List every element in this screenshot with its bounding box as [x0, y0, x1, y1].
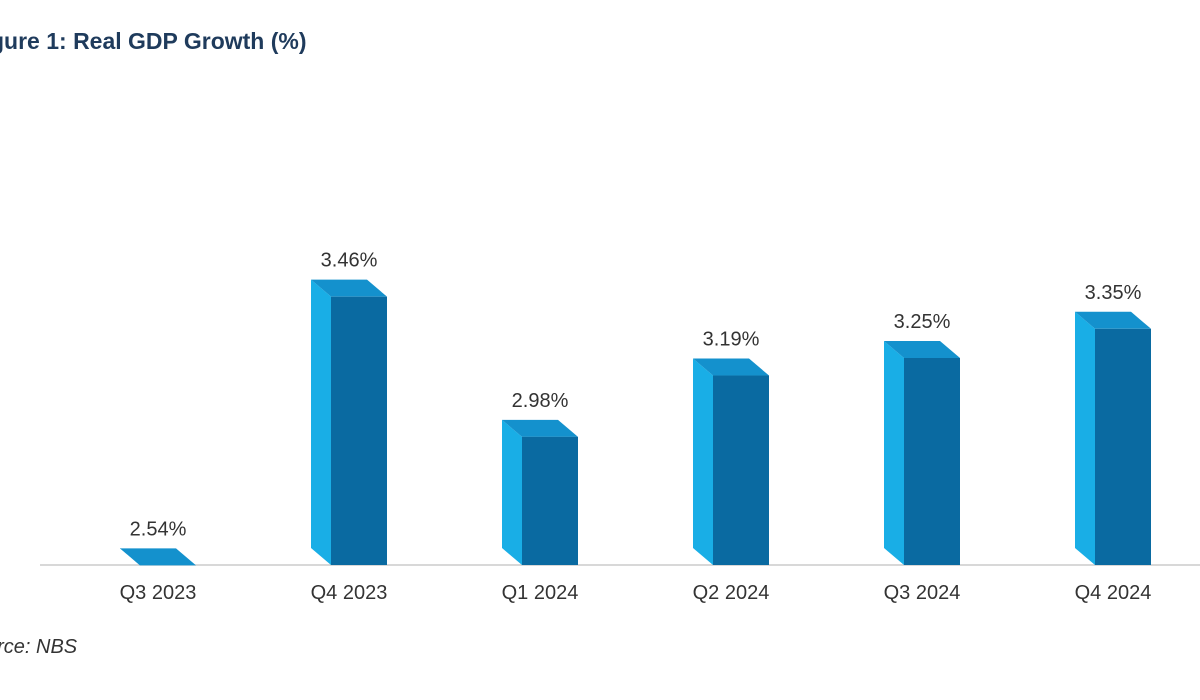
bar-q2-2024 — [693, 358, 769, 565]
x-tick-label: Q3 2023 — [120, 582, 197, 604]
x-tick-label: Q3 2024 — [884, 582, 961, 604]
tick-labels-group: Q3 2023 Q4 2023 Q1 2024 Q2 2024 Q3 2024 Q4 20… — [120, 582, 1152, 604]
source-note: urce: NBS — [0, 636, 78, 658]
value-label: 2.98% — [512, 390, 569, 412]
value-label: 3.25% — [894, 311, 951, 333]
value-label: 3.46% — [321, 250, 378, 272]
chart-title: gure 1: Real GDP Growth (%) — [0, 28, 307, 54]
bar-top-face — [120, 548, 196, 566]
bar-top-face — [1075, 311, 1151, 329]
value-label: 3.19% — [703, 329, 760, 351]
x-tick-label: Q4 2024 — [1075, 582, 1152, 604]
bar-side-face — [502, 419, 522, 565]
value-label: 2.54% — [130, 518, 187, 540]
bar-side-face — [884, 341, 904, 565]
bar-top-face — [311, 279, 387, 297]
bar-front-face — [904, 358, 960, 565]
bar-front-face — [522, 436, 578, 565]
x-tick-label: Q2 2024 — [693, 582, 770, 604]
bar-top-face — [502, 419, 578, 437]
bars-group — [120, 279, 1151, 566]
x-tick-label: Q1 2024 — [502, 582, 579, 604]
bar-side-face — [693, 358, 713, 565]
bar-front-face — [713, 375, 769, 565]
bar-side-face — [311, 279, 331, 565]
bar-q3-2023 — [120, 548, 196, 566]
bar-q1-2024 — [502, 419, 578, 565]
bar-side-face — [1075, 311, 1095, 565]
bar-q3-2024 — [884, 341, 960, 565]
value-labels-group: 2.54% 3.46% 2.98% 3.19% 3.25% 3.35% — [130, 250, 1142, 541]
bar-q4-2023 — [311, 279, 387, 565]
bar-q4-2024 — [1075, 311, 1151, 565]
bar-front-face — [331, 296, 387, 565]
x-tick-label: Q4 2023 — [311, 582, 388, 604]
bar-front-face — [1095, 328, 1151, 565]
bar-top-face — [693, 358, 769, 376]
value-label: 3.35% — [1085, 282, 1142, 304]
bar-top-face — [884, 341, 960, 358]
